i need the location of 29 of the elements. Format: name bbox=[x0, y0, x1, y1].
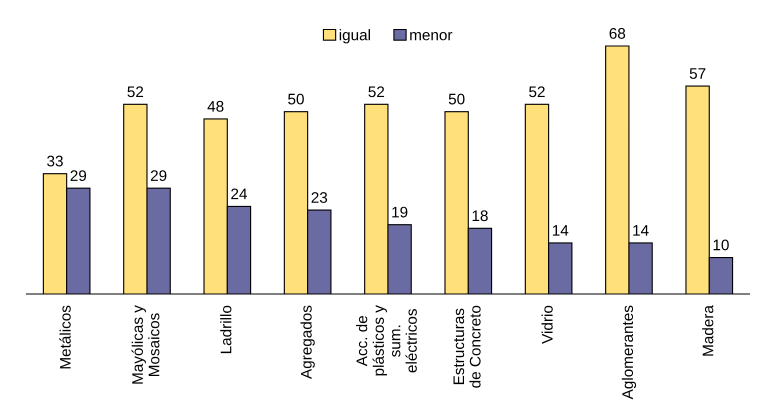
data-label: 19 bbox=[392, 206, 408, 218]
legend-label: menor bbox=[410, 32, 452, 40]
data-label: 48 bbox=[208, 100, 224, 112]
data-label: 68 bbox=[610, 28, 626, 39]
data-label: 50 bbox=[288, 94, 304, 104]
legend-label: igual bbox=[340, 29, 370, 44]
data-label: 14 bbox=[633, 225, 649, 236]
data-label: 10 bbox=[714, 240, 729, 250]
data-label: 14 bbox=[552, 225, 568, 236]
x-tick-label: Vidrio bbox=[541, 306, 553, 344]
data-label: 52 bbox=[368, 86, 384, 98]
x-tick-label: Ladrillo bbox=[220, 306, 232, 354]
x-tick-label: Madera bbox=[702, 305, 714, 356]
data-label: 23 bbox=[312, 192, 328, 203]
x-tick-label: Agregados bbox=[300, 306, 315, 379]
x-tick-label: Metálicos bbox=[59, 306, 71, 368]
x-tick-label: Estructuras de Concreto bbox=[454, 306, 481, 388]
x-tick-label: Acc. de plásticos y sum. eléctricos bbox=[356, 305, 417, 376]
x-tick-label: Mayólicas y Mosaicos bbox=[132, 305, 160, 384]
data-label: 52 bbox=[127, 86, 144, 98]
data-label: 29 bbox=[70, 170, 86, 182]
data-label: 33 bbox=[47, 156, 63, 166]
data-label: 24 bbox=[231, 188, 248, 200]
data-label: 18 bbox=[472, 210, 488, 222]
data-label: 50 bbox=[448, 94, 465, 104]
data-label: 29 bbox=[150, 170, 166, 182]
data-label: 57 bbox=[690, 68, 706, 79]
x-tick-label: Aglomerantes bbox=[622, 306, 636, 400]
data-label: 52 bbox=[529, 86, 545, 98]
